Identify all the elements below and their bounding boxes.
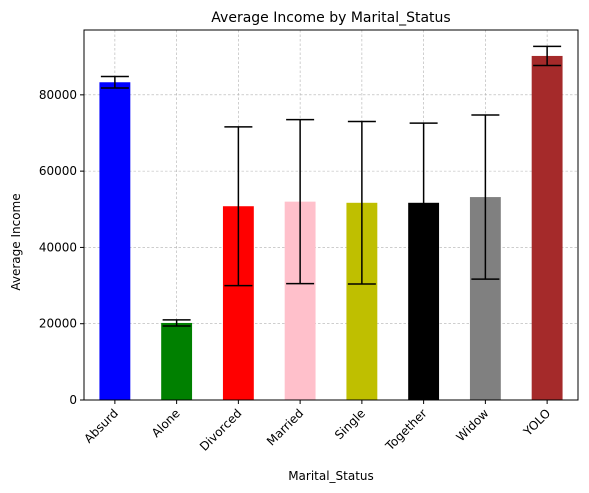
bars bbox=[99, 55, 563, 401]
y-axis-label: Average Income bbox=[9, 193, 23, 290]
x-tick-label: Widow bbox=[454, 406, 492, 444]
grid-lines bbox=[84, 30, 578, 401]
y-tick-label: 60000 bbox=[39, 164, 77, 178]
x-axis-label: Marital_Status bbox=[288, 469, 374, 483]
x-tick-label: YOLO bbox=[520, 406, 553, 439]
bar-absurd bbox=[99, 82, 131, 401]
x-tick-label: Divorced bbox=[197, 406, 245, 454]
y-tick-label: 40000 bbox=[39, 240, 77, 254]
y-tick-label: 20000 bbox=[39, 317, 77, 331]
x-tick-label: Together bbox=[382, 406, 430, 454]
y-tick-label: 0 bbox=[69, 393, 77, 407]
bar-alone bbox=[161, 322, 193, 400]
x-tick-label: Alone bbox=[149, 406, 183, 440]
bar-yolo bbox=[531, 55, 563, 401]
x-tick-label: Absurd bbox=[81, 406, 121, 446]
y-axis: 0 20000 40000 60000 80000 bbox=[39, 88, 84, 407]
x-tick-label: Married bbox=[264, 406, 306, 448]
chart-title: Average Income by Marital_Status bbox=[211, 10, 450, 26]
plot-frame bbox=[83, 29, 579, 401]
x-axis: Absurd Alone Divorced Married Single Together… bbox=[81, 400, 553, 454]
error-bars bbox=[100, 45, 562, 327]
x-tick-label: Single bbox=[332, 406, 368, 442]
y-tick-label: 80000 bbox=[39, 88, 77, 102]
